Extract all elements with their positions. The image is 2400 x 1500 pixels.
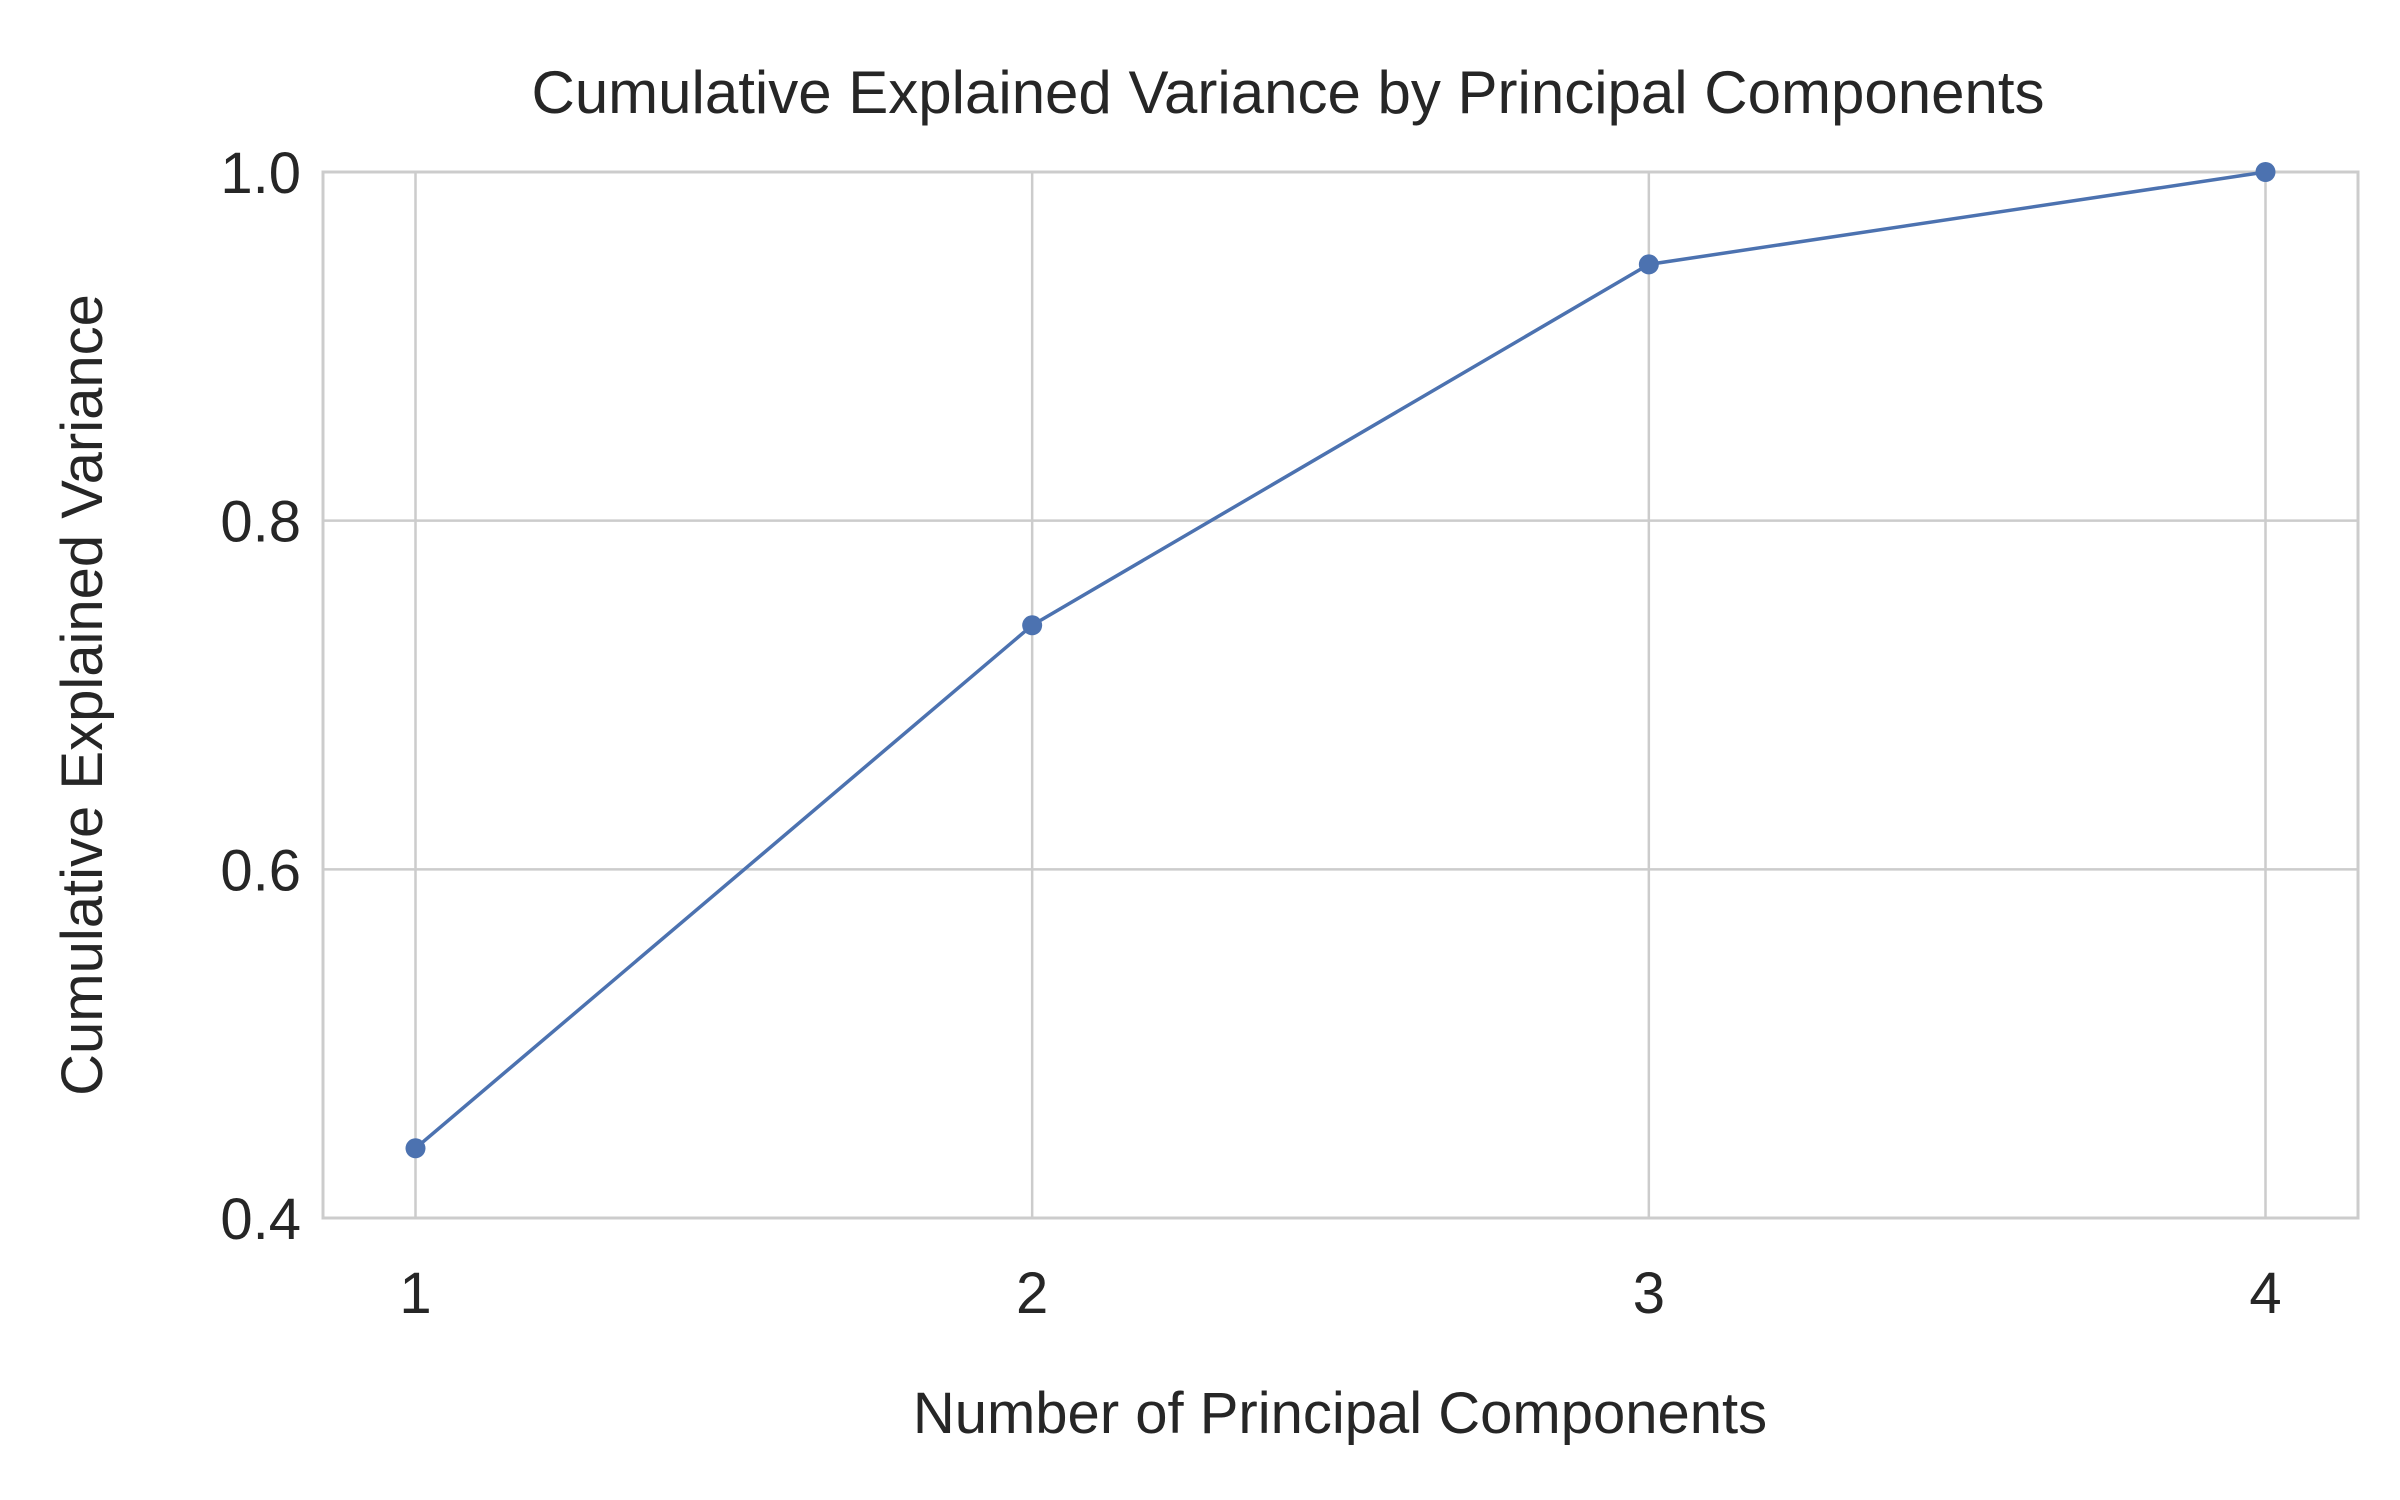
y-gridlines [323, 170, 2358, 1220]
y-tick-labels: 0.4 0.6 0.8 1.0 [220, 141, 301, 1252]
y-tick-label: 0.6 [220, 838, 301, 903]
x-tick-label: 1 [399, 1261, 431, 1326]
series-line [413, 170, 2268, 1151]
x-tick-label: 3 [1633, 1261, 1665, 1326]
data-point [1638, 254, 1659, 275]
x-tick-label: 4 [2249, 1261, 2281, 1326]
y-tick-label: 1.0 [220, 141, 301, 206]
data-point [1022, 615, 1043, 636]
x-tick-labels: 1 2 3 4 [399, 1261, 2281, 1326]
y-tick-label: 0.4 [220, 1187, 301, 1252]
x-axis-label: Number of Principal Components [913, 1381, 1767, 1446]
y-axis-label: Cumulative Explained Variance [50, 294, 115, 1096]
data-point [405, 1138, 426, 1159]
x-tick-label: 2 [1016, 1261, 1048, 1326]
data-point [2255, 162, 2276, 182]
x-gridlines [414, 172, 2267, 1218]
series-layer [405, 162, 2276, 1159]
y-tick-label: 0.8 [220, 490, 301, 555]
chart-title: Cumulative Explained Variance by Princip… [531, 59, 2044, 126]
plot-frame [321, 170, 2360, 1220]
